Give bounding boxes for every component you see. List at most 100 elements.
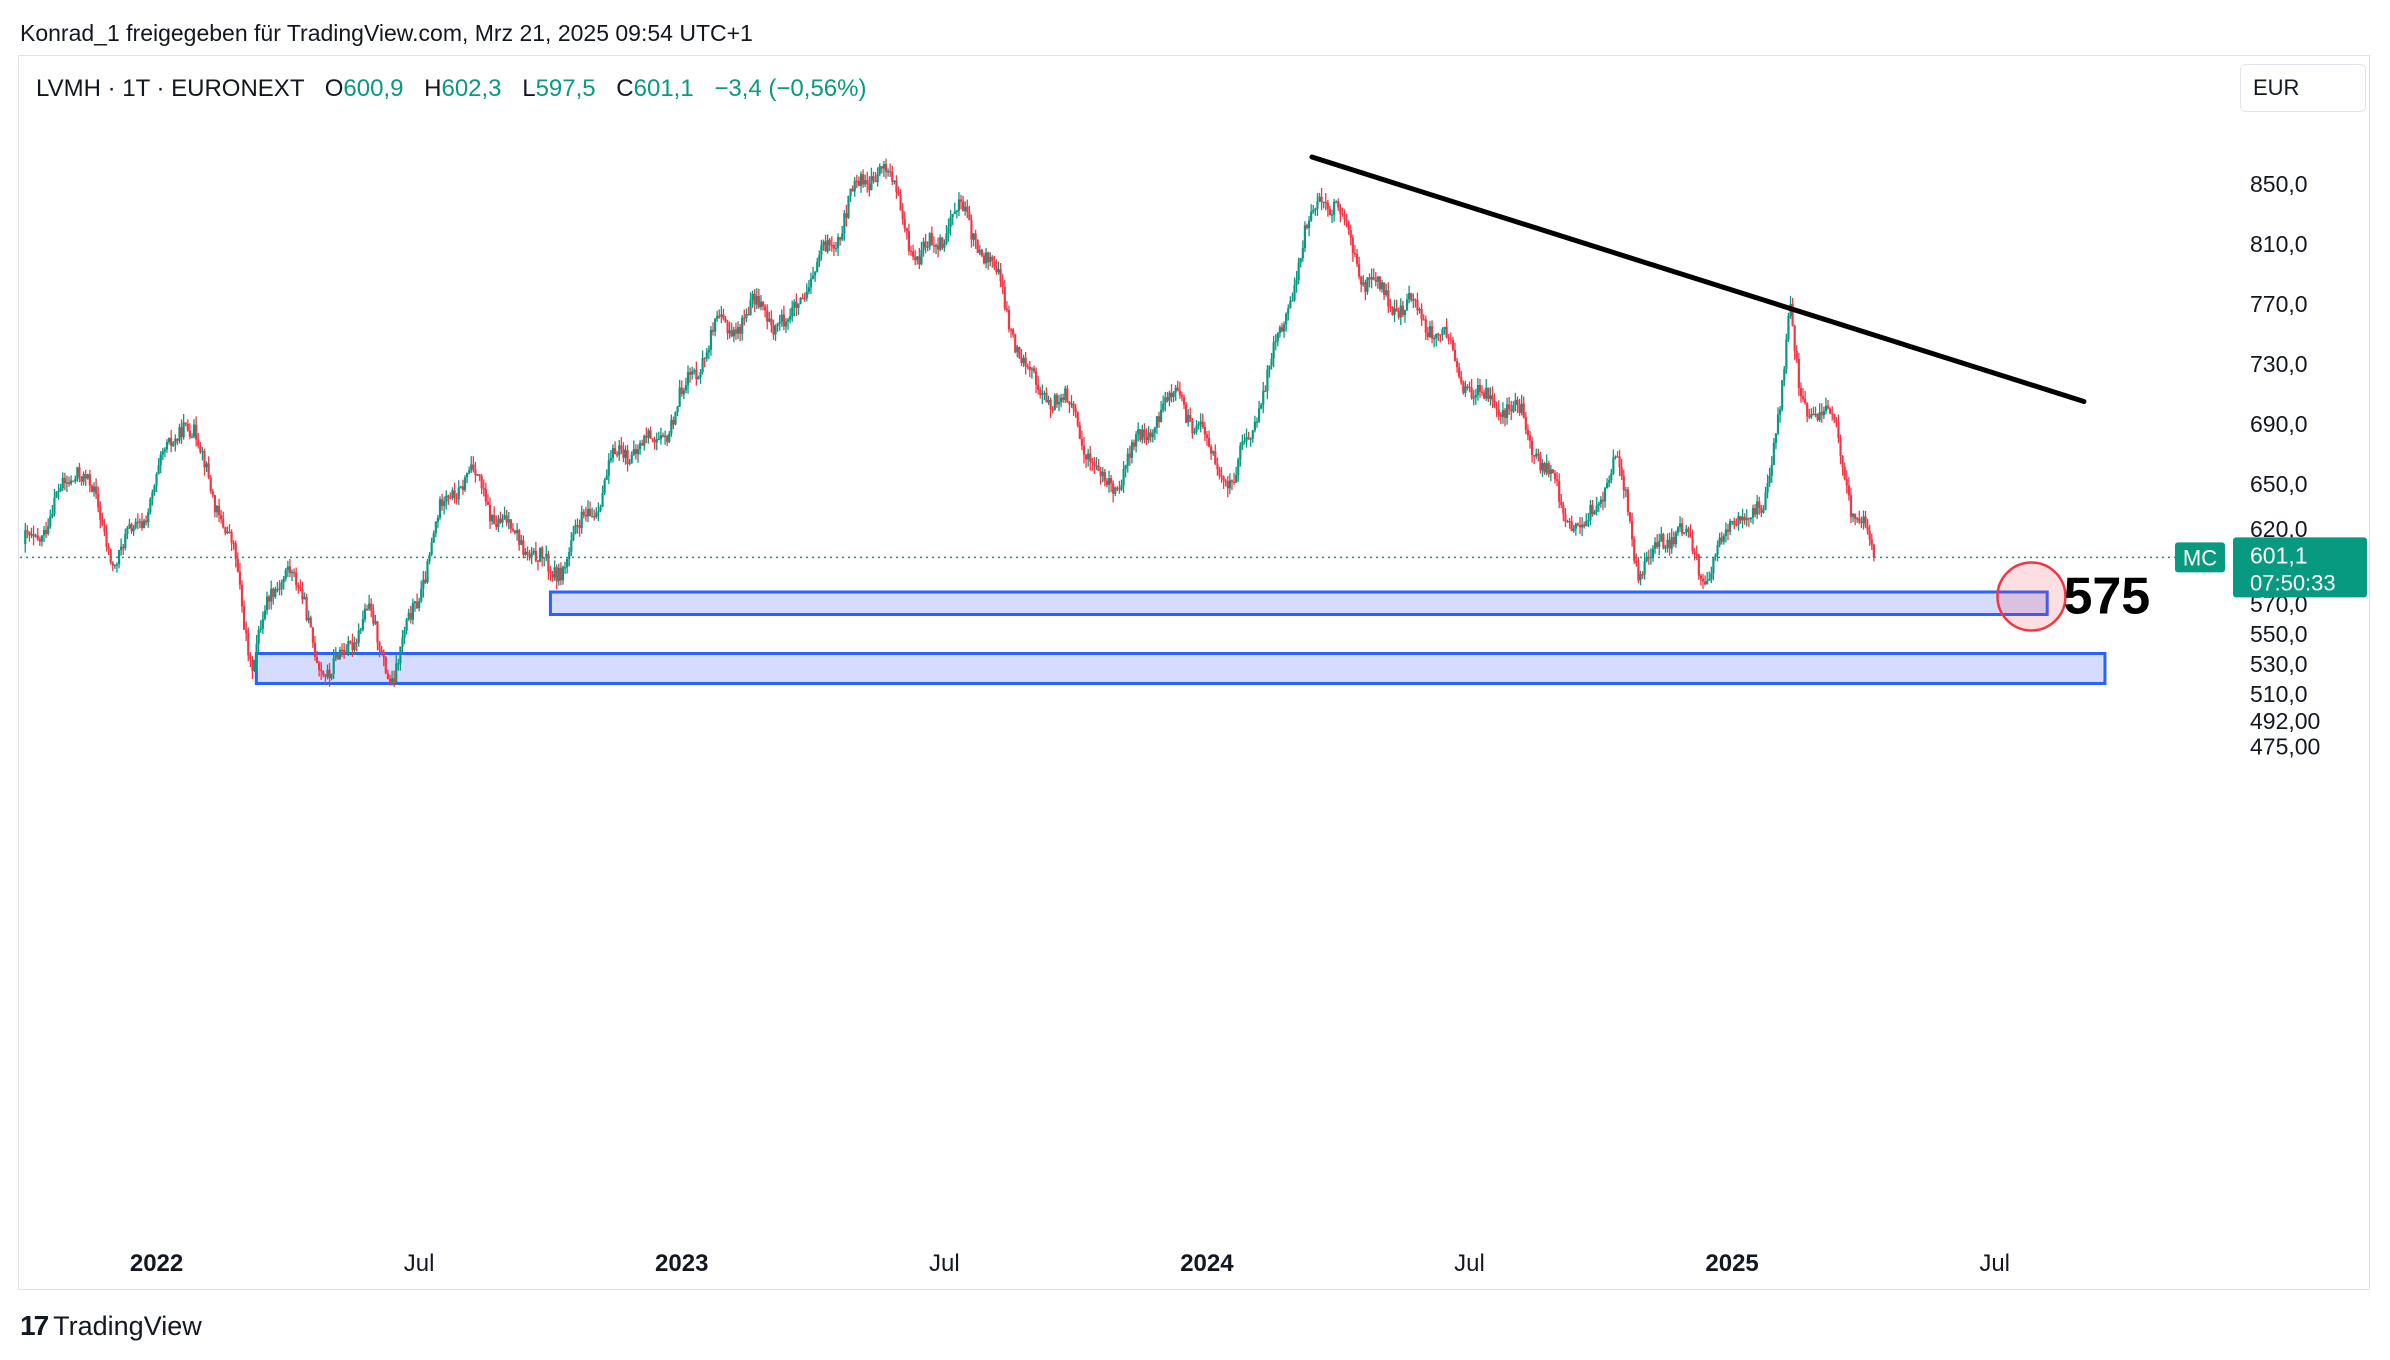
candle-body — [728, 330, 731, 334]
candle-body — [1485, 387, 1488, 399]
candle-body — [1681, 523, 1684, 534]
candle-body — [803, 298, 806, 300]
candle-body — [1735, 524, 1738, 526]
candle-body — [1637, 563, 1640, 581]
price-tag-bg — [2233, 537, 2367, 598]
candle-body — [949, 217, 952, 227]
candle-body — [824, 241, 827, 252]
candle-body — [67, 482, 71, 484]
candle-body — [182, 422, 185, 438]
candle-body — [699, 372, 702, 378]
candle-body — [720, 314, 723, 317]
candle-body — [1718, 537, 1721, 545]
candle-body — [976, 240, 979, 253]
candle-body — [1091, 461, 1094, 463]
candle-body — [122, 546, 125, 549]
candle-body — [1030, 368, 1033, 370]
candle-body — [61, 477, 64, 489]
candle-body — [293, 571, 296, 574]
candle-body — [924, 241, 927, 248]
candle-body — [1268, 365, 1271, 370]
candle-body — [886, 171, 890, 173]
candle-body — [1166, 397, 1169, 401]
ohlc-legend: LVMH · 1T · EURONEXT O600,9 H602,3 L597,… — [36, 75, 866, 103]
candle-body — [772, 325, 775, 335]
candle-body — [789, 315, 792, 320]
candle-body — [209, 477, 212, 492]
candle-body — [188, 430, 191, 437]
candle-body — [1045, 392, 1048, 403]
candle-body — [313, 642, 317, 657]
candle-body — [1062, 397, 1065, 400]
candle-body — [570, 540, 573, 553]
candle-body — [876, 174, 879, 183]
candle-body — [1399, 305, 1402, 318]
candle-body — [1624, 489, 1627, 491]
candle-body — [591, 516, 594, 518]
candle-body — [411, 603, 415, 620]
candle-body — [1858, 518, 1861, 522]
candle-body — [872, 176, 875, 181]
candle-body — [1408, 293, 1411, 300]
candle-body — [1164, 397, 1167, 404]
candle-body — [1297, 262, 1300, 280]
candle-body — [1101, 471, 1104, 477]
candle-body — [1203, 427, 1206, 435]
y-tick-label: 810,0 — [2250, 231, 2308, 257]
candle-body — [1445, 326, 1448, 338]
candle-body — [1109, 478, 1113, 484]
candle-body — [1522, 403, 1525, 418]
candle-body — [249, 655, 252, 660]
candle-body — [1533, 455, 1536, 457]
candle-body — [1349, 230, 1352, 238]
candle-body — [57, 490, 60, 492]
candle-body — [1470, 387, 1473, 399]
candle-body — [1220, 475, 1223, 477]
candle-body — [326, 669, 329, 677]
candle-body — [1835, 419, 1838, 423]
candle-body — [388, 678, 392, 683]
candle-body — [1187, 415, 1190, 423]
candle-body — [97, 493, 100, 508]
candle-body — [422, 579, 425, 589]
candle-body — [1260, 404, 1263, 409]
candle-body — [741, 317, 744, 334]
candle-body — [1201, 421, 1204, 428]
candle-body — [336, 654, 339, 660]
candle-body — [230, 531, 233, 543]
candle-body — [528, 554, 531, 557]
candle-body — [1583, 524, 1586, 527]
candle-body — [1812, 413, 1815, 415]
candle-body — [709, 330, 713, 350]
candle-body — [1495, 407, 1498, 410]
x-tick-label: 2023 — [655, 1250, 708, 1277]
candle-body — [1622, 475, 1625, 491]
candle-body — [49, 516, 52, 527]
candle-body — [357, 630, 360, 643]
candle-body — [1068, 401, 1071, 405]
symbol-label[interactable]: LVMH · 1T · EURONEXT — [36, 75, 305, 102]
candle-body — [432, 533, 435, 543]
candle-body — [1168, 392, 1171, 401]
candle-body — [1453, 349, 1457, 361]
candle-body — [934, 245, 938, 247]
currency-selector[interactable]: EUR — [2240, 64, 2366, 112]
candle-body — [1228, 480, 1231, 489]
candle-body — [1447, 337, 1450, 339]
candle-body — [1305, 225, 1309, 229]
candle-body — [145, 520, 148, 523]
candle-body — [443, 501, 446, 507]
candle-body — [274, 589, 277, 597]
candle-body — [1635, 560, 1638, 564]
candle-body — [120, 546, 123, 551]
candle-body — [1658, 541, 1661, 548]
candle-body — [822, 241, 825, 246]
candle-body — [1282, 324, 1286, 332]
candle-body — [659, 435, 663, 440]
candle-body — [1693, 551, 1696, 555]
candle-body — [347, 641, 350, 653]
candle-body — [343, 649, 346, 654]
candle-body — [1676, 527, 1680, 533]
candle-body — [109, 549, 112, 563]
